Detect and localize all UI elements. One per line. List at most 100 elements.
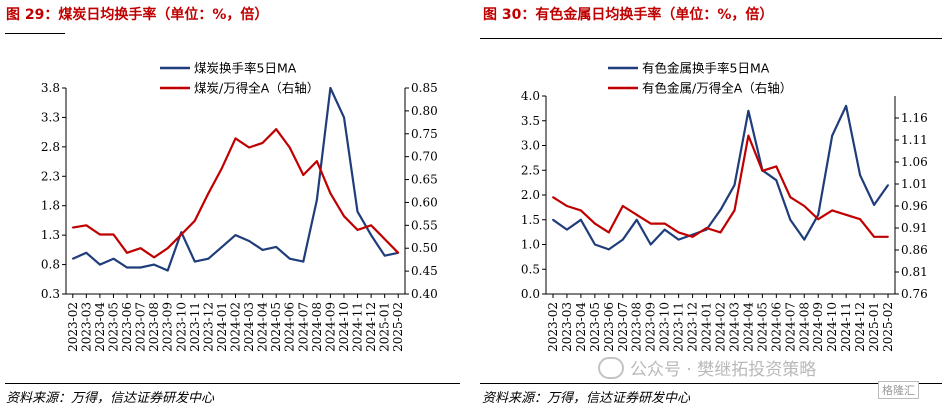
chart2-ytick-right-label: 0.81 — [901, 265, 928, 279]
chart2-xtick-label: 2025-01 — [867, 302, 881, 352]
chart1-series-2-point — [153, 256, 156, 259]
chart2-series-2-point — [621, 205, 624, 207]
chart1-series-2-point — [221, 167, 223, 170]
chart2-series-2-point — [873, 235, 875, 238]
chart1-ytick-left-label: 1.8 — [41, 199, 60, 213]
chart1-series-2-point — [261, 142, 264, 144]
chart1-ytick-right-label: 0.45 — [411, 264, 438, 278]
chart2-series-2-point — [789, 196, 792, 199]
chart2-series-2-line — [552, 134, 888, 238]
chart2-series-1-point — [691, 233, 694, 236]
chart2-xtick-label: 2024-05 — [755, 302, 769, 352]
chart1-series-2-point — [180, 233, 183, 236]
chart2-series-1-point — [789, 218, 792, 221]
chart1-series-1-point — [302, 260, 305, 263]
chart2-series-2-point — [747, 134, 750, 137]
chart1-series-1-point — [370, 234, 372, 237]
chart1-xtick-label: 2025-01 — [378, 302, 392, 352]
chart1-legend-label-2: 煤炭/万得全A（右轴） — [194, 81, 319, 96]
chart1-series-2-point — [139, 247, 142, 250]
chart1-ytick-left-label: 3.8 — [41, 81, 60, 95]
chart1-xtick-label: 2023-04 — [93, 302, 107, 352]
chart1-series-2-point — [397, 251, 400, 254]
chart1-svg: 0.3 0.8 1.3 1.8 2.3 2.8 3.3 3.8 0.40 0.45 0.50 0.55… — [41, 61, 438, 352]
chart1-series-1-point — [356, 210, 359, 213]
chart1-xtick-label: 2023-03 — [79, 302, 93, 352]
chart1-series-1-point — [139, 266, 142, 269]
chart2-series-2-point — [607, 231, 610, 234]
chart2-ytick-left-label: 1.0 — [521, 238, 540, 252]
chart1-source: 资料来源：万得，信达证券研发中心 — [6, 391, 215, 406]
chart2-title: 图 30：有色金属日均换手率（单位：%，倍） — [483, 7, 774, 23]
chart1-series-1-point — [343, 116, 345, 119]
chart1-series-1-point — [329, 87, 332, 89]
chart2-xtick-label: 2023-02 — [546, 302, 560, 352]
wechat-icon — [598, 357, 624, 379]
chart1-series-1-point — [207, 257, 210, 260]
chart2-xtick-label: 2023-04 — [574, 302, 588, 352]
chart1-xtick-label: 2024-05 — [269, 302, 283, 352]
chart1-ytick-right-label: 0.80 — [411, 104, 438, 118]
gelonghui-logo: 格隆汇 — [878, 381, 919, 399]
chart2-series-2-point — [775, 165, 778, 168]
chart2-series-1-point — [593, 243, 596, 246]
chart1-xtick-label: 2024-11 — [351, 302, 365, 352]
chart1-series-1-point — [153, 263, 156, 266]
chart2-xtick-label: 2024-11 — [839, 302, 853, 352]
chart1-ytick-right-label: 0.55 — [411, 218, 438, 232]
chart1-series-2-point — [302, 174, 305, 176]
chart1-series-2-point — [288, 146, 291, 149]
chart2-xtick-label: 2024-07 — [783, 302, 797, 352]
chart1-ytick-right-label: 0.75 — [411, 127, 438, 141]
chart2-series-1-point — [803, 238, 806, 241]
chart2-legend-label-1: 有色金属换手率5日MA — [642, 61, 770, 76]
chart2-ytick-right-label: 0.86 — [901, 243, 928, 257]
chart2-series-2-point — [761, 169, 764, 172]
chart2-series-2-point — [635, 213, 638, 216]
chart1-xtick-label: 2023-05 — [106, 302, 120, 352]
chart1-xtick-label: 2023-07 — [134, 302, 148, 352]
chart2-xtick-label: 2024-10 — [825, 302, 839, 352]
chart2-series-1-point — [719, 208, 722, 211]
chart2-ytick-right-label: 0.91 — [901, 221, 928, 235]
chart2-title-rule — [480, 38, 942, 39]
chart1-xtick-label: 2023-11 — [188, 302, 202, 352]
chart2-series-2-point — [649, 222, 652, 225]
chart2-ytick-left-label: 0.5 — [521, 262, 540, 276]
chart2-xtick-label: 2024-06 — [769, 302, 783, 352]
chart2-svg: 0.0 0.5 1.0 1.5 2.0 2.5 3.0 3.5 4.0 0.76 0.81 0.86 0… — [521, 61, 928, 352]
chart1-ytick-left-label: 2.3 — [41, 169, 60, 183]
chart2-series-2-point — [859, 218, 861, 221]
chart2-xtick-label: 2023-05 — [588, 302, 602, 352]
chart1-ytick-right-label: 0.60 — [411, 195, 438, 209]
chart2-ytick-left-label: 4.0 — [521, 89, 540, 103]
chart1-series-1-point — [288, 257, 291, 260]
chart2-xtick-label: 2025-02 — [881, 302, 895, 352]
chart1-series-2-point — [234, 137, 237, 140]
chart2-series-1-point — [607, 248, 610, 251]
chart2-xtick-label: 2023-09 — [644, 302, 658, 352]
chart1-series-1-point — [166, 269, 169, 272]
chart1-ytick-right-label: 0.50 — [411, 241, 438, 255]
chart2-series-2-point — [677, 231, 680, 234]
chart2-series-2-point — [566, 205, 568, 207]
chart2-xtick-label: 2024-09 — [811, 302, 825, 352]
chart1-xtick-label: 2023-09 — [161, 302, 175, 352]
chart1-series-2-point — [126, 251, 128, 254]
chart1-series-1-point — [193, 260, 196, 263]
chart1-series-2-point — [71, 226, 74, 229]
chart2-xtick-label: 2023-06 — [602, 302, 616, 352]
chart2-source: 资料来源：万得，信达证券研发中心 — [482, 391, 691, 406]
chart1-series-1-point — [234, 234, 237, 237]
chart1-xtick-label: 2025-02 — [391, 302, 405, 352]
chart1-series-2-point — [343, 215, 345, 218]
chart1-series-1-point — [315, 198, 318, 201]
chart2-xtick-label: 2023-11 — [672, 302, 686, 352]
chart1-series-2-point — [248, 146, 250, 149]
chart1-xtick-label: 2024-08 — [310, 302, 324, 352]
chart2-series-1-point — [817, 213, 820, 216]
chart2-ytick-left-label: 2.0 — [521, 188, 540, 202]
chart2-xtick-label: 2024-02 — [714, 302, 728, 352]
chart1-series-1-point — [99, 263, 101, 266]
chart2-series-1-point — [747, 109, 750, 112]
